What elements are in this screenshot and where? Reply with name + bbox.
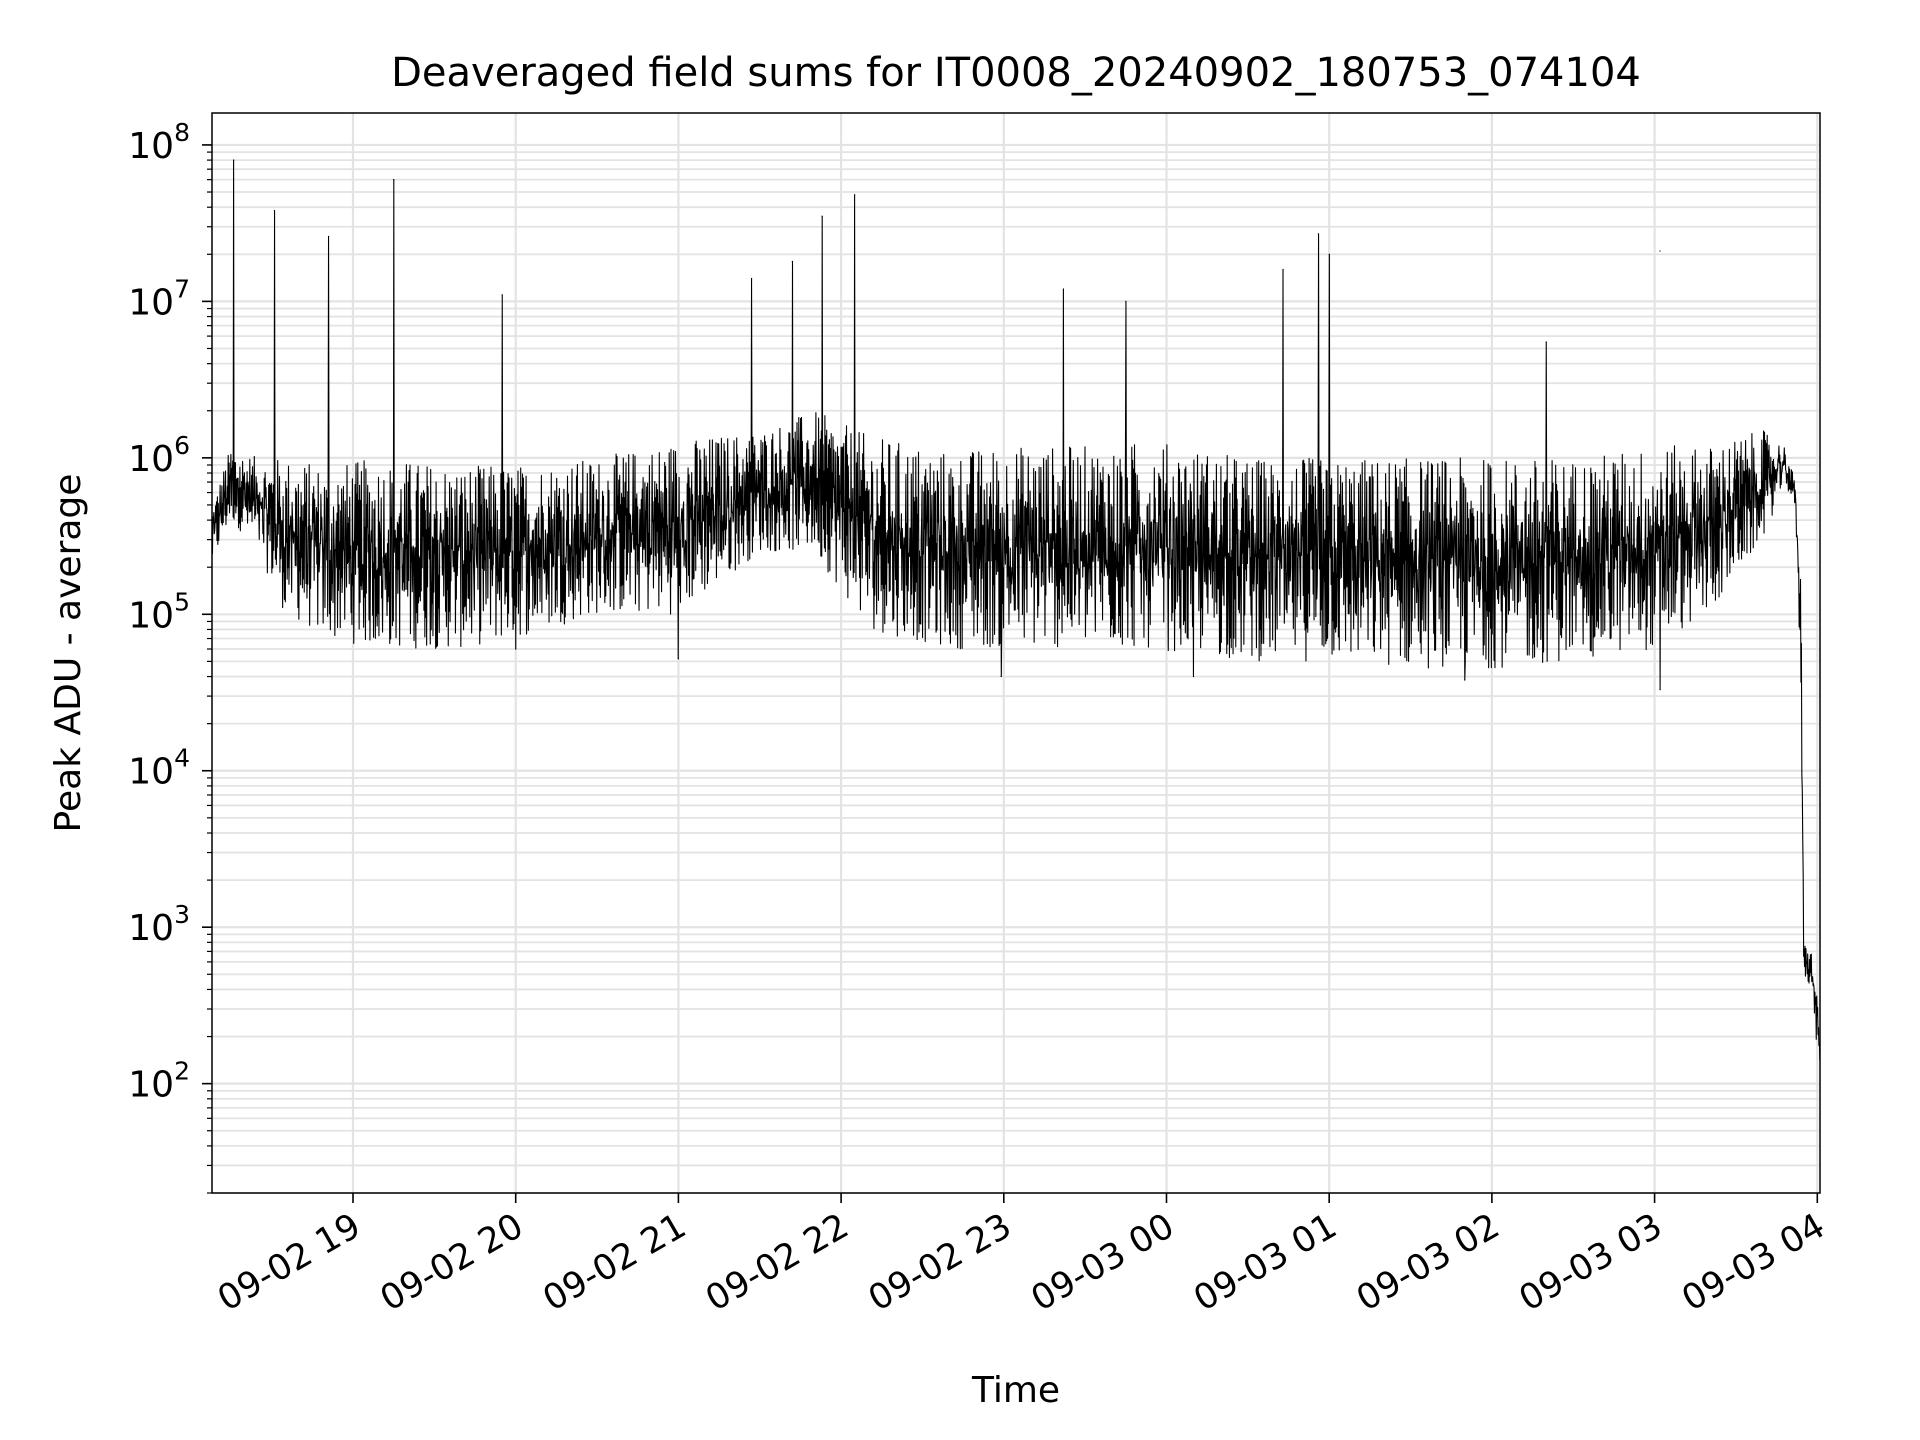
dip-low-point: [1193, 675, 1195, 678]
data-series-line: [211, 159, 1821, 1060]
dip-low-point: [677, 658, 680, 660]
y-tick-label-exponent: 4: [174, 744, 190, 773]
plot-frame: [211, 112, 1821, 1194]
y-tick-label: 102: [128, 1057, 190, 1106]
y-tick-label-base: 10: [128, 439, 174, 480]
y-tick-label: 106: [128, 431, 190, 480]
y-tick-label-base: 10: [128, 282, 174, 323]
y-tick-label-exponent: 3: [174, 900, 190, 929]
y-tick-label-exponent: 8: [174, 118, 190, 147]
y-tick-label: 103: [128, 900, 190, 949]
x-axis-label: Time: [971, 1370, 1060, 1411]
y-tick-label-base: 10: [128, 752, 174, 793]
spike-peak-point: [1317, 233, 1319, 235]
y-tick-label-base: 10: [128, 595, 174, 636]
dip-low-point: [515, 648, 517, 650]
spike-peak-point: [233, 159, 235, 161]
y-tick-label: 108: [128, 118, 190, 167]
y-tick-label-exponent: 2: [174, 1057, 190, 1086]
spike-peak-point: [273, 210, 275, 212]
spike-peak-point: [328, 235, 330, 238]
spike-peak-point: [501, 294, 503, 296]
spike-peak-point: [1328, 253, 1330, 255]
spike-peak-point: [393, 179, 395, 181]
y-tick-label-exponent: 5: [174, 587, 190, 616]
spike-peak-point: [1282, 268, 1284, 271]
spike-peak-point: [751, 277, 753, 280]
dip-low-point: [1000, 675, 1002, 678]
y-tick-label-base: 10: [128, 126, 174, 167]
series-layer: [211, 159, 1821, 1060]
y-tick-label: 107: [128, 274, 190, 323]
y-tick-label-exponent: 7: [174, 274, 190, 303]
y-tick-label: 104: [128, 744, 190, 793]
spike-peak-point: [1125, 300, 1127, 302]
spike-peak-point: [854, 194, 856, 196]
spike-peak-point: [1545, 341, 1547, 343]
y-tick-label: 105: [128, 587, 190, 636]
y-axis-label: Peak ADU - average: [48, 474, 89, 833]
dip-low-point: [1659, 689, 1661, 691]
chart-title: Deaveraged field sums for IT0008_2024090…: [391, 50, 1641, 96]
spike-peak-point: [1659, 250, 1661, 252]
spike-peak-point: [791, 260, 793, 263]
y-tick-label-base: 10: [128, 1065, 174, 1106]
spike-peak-point: [1062, 288, 1065, 290]
y-tick-label-exponent: 6: [174, 431, 190, 460]
y-tick-label-base: 10: [128, 908, 174, 949]
spike-peak-point: [821, 215, 823, 217]
dip-low-point: [1464, 679, 1466, 681]
